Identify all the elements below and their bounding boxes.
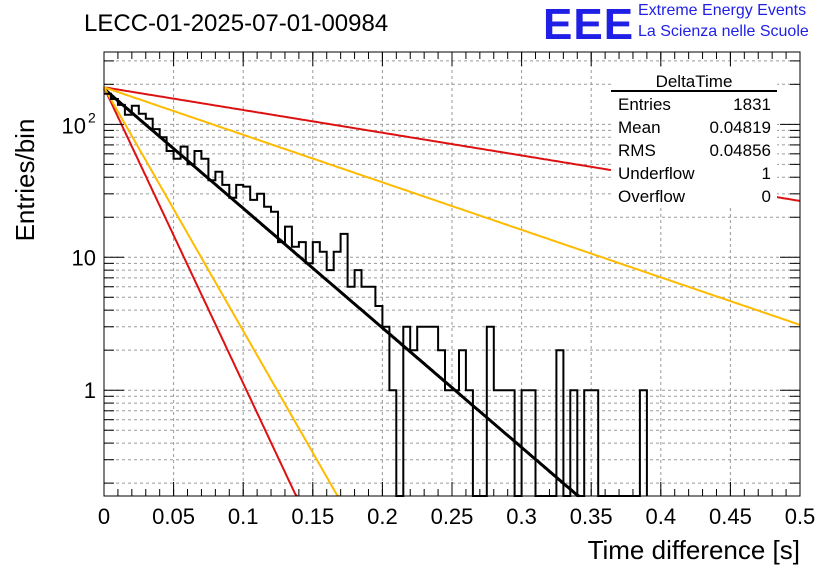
fit-curve (103, 86, 801, 326)
x-tick-label: 0.25 (431, 504, 474, 529)
y-tick-label: 10 (62, 113, 86, 138)
x-tick-label: 0 (98, 504, 110, 529)
stats-rms-value: 0.04856 (710, 141, 771, 160)
stats-mean-value: 0.04819 (710, 118, 771, 137)
fit-curve (103, 86, 298, 497)
stats-box-bg (611, 70, 777, 206)
stats-entries-label: Entries (618, 95, 671, 114)
x-tick-label: 0.35 (570, 504, 613, 529)
stats-box: DeltaTime Entries 1831 Mean 0.04819 RMS … (611, 70, 777, 206)
x-tick-label: 0.15 (291, 504, 334, 529)
y-tick-label: 10 (72, 245, 96, 270)
y-axis-label: Entries/bin (10, 119, 40, 242)
y-tick-label: 1 (84, 378, 96, 403)
x-tick-label: 0.4 (646, 504, 677, 529)
x-tick-label: 0.3 (506, 504, 537, 529)
stats-underflow-label: Underflow (618, 164, 695, 183)
x-tick-label: 0.2 (367, 504, 398, 529)
page-title: LECC-01-2025-07-01-00984 (84, 10, 389, 37)
x-axis-label: Time difference [s] (588, 535, 800, 565)
x-tick-label: 0.1 (228, 504, 259, 529)
x-tick-label: 0.45 (709, 504, 752, 529)
stats-overflow-label: Overflow (618, 187, 686, 206)
eee-logo: EEE (543, 0, 635, 49)
fit-curve (103, 86, 340, 497)
y-tick-label-exponent: 2 (88, 109, 96, 125)
logo-subtitle-2: La Scienza nelle Scuole (638, 23, 809, 40)
stats-mean-label: Mean (618, 118, 661, 137)
stats-rms-label: RMS (618, 141, 656, 160)
stats-underflow-value: 1 (762, 164, 771, 183)
stats-name: DeltaTime (656, 72, 733, 91)
stats-entries-value: 1831 (733, 95, 771, 114)
grid-lines (103, 52, 801, 496)
logo-subtitle-1: Extreme Energy Events (638, 2, 807, 19)
stats-overflow-value: 0 (762, 187, 771, 206)
x-tick-label: 0.5 (785, 504, 816, 529)
fit-curve (103, 87, 580, 498)
axes: 0 0.05 0.1 0.15 0.2 0.25 0.3 0.35 0.4 0.45 0.51101… (62, 52, 816, 529)
x-tick-label: 0.05 (152, 504, 195, 529)
